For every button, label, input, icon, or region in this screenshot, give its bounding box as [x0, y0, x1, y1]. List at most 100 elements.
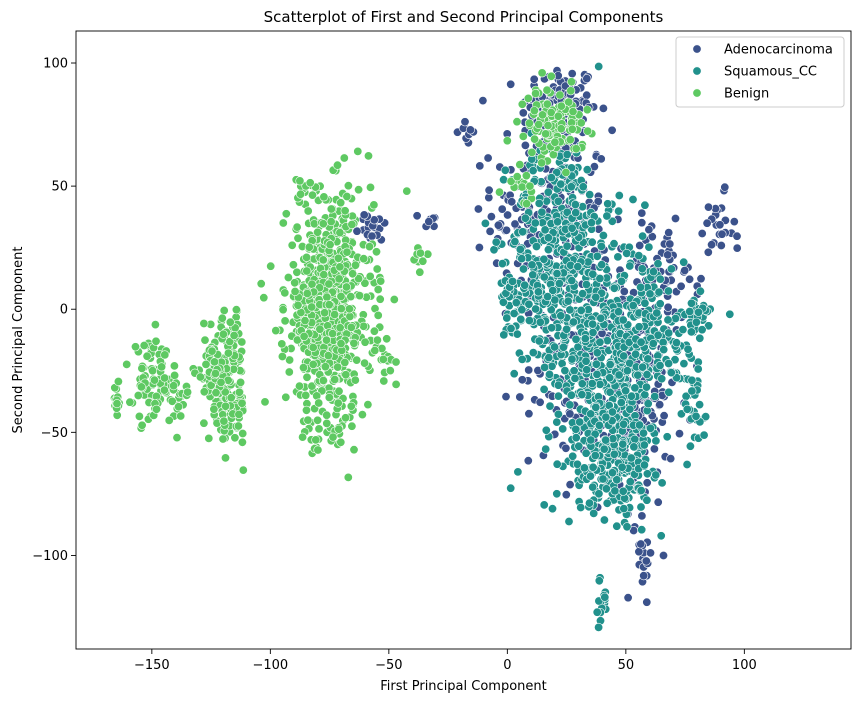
data-point — [553, 217, 563, 227]
data-point — [501, 392, 511, 402]
data-point — [614, 206, 624, 216]
data-point — [489, 245, 499, 255]
data-point — [601, 412, 611, 422]
data-point — [676, 281, 686, 291]
data-point — [619, 419, 629, 429]
data-point — [664, 358, 674, 368]
data-point — [637, 264, 647, 274]
data-point — [313, 227, 323, 237]
data-point — [552, 417, 562, 427]
data-point — [515, 244, 525, 254]
data-point — [697, 325, 707, 335]
data-point — [653, 497, 663, 507]
data-point — [563, 296, 573, 306]
data-point — [552, 269, 562, 279]
data-point — [582, 105, 592, 115]
data-point — [655, 274, 665, 284]
data-point — [506, 323, 516, 333]
data-point — [237, 398, 247, 408]
data-point — [601, 435, 611, 445]
data-point — [234, 387, 244, 397]
data-point — [663, 302, 673, 312]
data-point — [597, 260, 607, 270]
data-point — [547, 323, 557, 333]
data-point — [511, 298, 521, 308]
data-point — [523, 456, 533, 466]
data-point — [682, 404, 692, 414]
data-point — [659, 411, 669, 421]
data-point — [595, 273, 605, 283]
data-point — [229, 330, 239, 340]
data-point — [568, 451, 578, 461]
data-point — [233, 421, 243, 431]
data-point — [365, 271, 375, 281]
data-point — [619, 351, 629, 361]
data-point — [686, 298, 696, 308]
data-point — [391, 357, 401, 367]
data-point — [142, 351, 152, 361]
data-point — [510, 219, 520, 229]
data-point — [695, 333, 705, 343]
data-point — [309, 219, 319, 229]
data-point — [541, 444, 551, 454]
data-point — [218, 434, 228, 444]
data-point — [704, 321, 714, 331]
data-point — [517, 354, 527, 364]
data-point — [423, 249, 433, 259]
data-point — [570, 373, 580, 383]
data-point — [537, 68, 547, 78]
data-point — [619, 504, 629, 514]
data-point — [326, 217, 336, 227]
data-point — [567, 124, 577, 134]
data-point — [480, 218, 490, 228]
data-point — [644, 225, 654, 235]
data-point — [304, 242, 314, 252]
data-point — [685, 274, 695, 284]
y-tick-label: 100 — [43, 57, 68, 72]
data-point — [638, 231, 648, 241]
data-point — [581, 279, 591, 289]
data-point — [527, 147, 537, 157]
data-point — [657, 478, 667, 488]
data-point — [529, 74, 539, 84]
data-point — [339, 153, 349, 163]
data-point — [520, 140, 530, 150]
data-point — [664, 387, 674, 397]
data-point — [139, 340, 149, 350]
data-point — [580, 334, 590, 344]
data-point — [238, 428, 248, 438]
data-point — [584, 498, 594, 508]
data-point — [598, 231, 608, 241]
data-point — [335, 262, 345, 272]
data-point — [642, 597, 652, 607]
data-point — [415, 248, 425, 258]
data-point — [522, 199, 532, 209]
data-point — [372, 335, 382, 345]
data-point — [539, 254, 549, 264]
data-point — [636, 485, 646, 495]
data-point — [277, 351, 287, 361]
data-point — [134, 411, 144, 421]
data-point — [537, 158, 547, 168]
data-point — [641, 556, 651, 566]
data-point — [307, 381, 317, 391]
data-point — [621, 386, 631, 396]
data-point — [342, 247, 352, 257]
data-point — [528, 166, 538, 176]
data-point — [391, 379, 401, 389]
y-ticks: −100 −50 0 50 100 — [32, 57, 76, 564]
data-point — [323, 351, 333, 361]
data-point — [645, 289, 655, 299]
x-ticks: −150 −100 −50 0 50 100 — [134, 649, 757, 673]
data-point — [301, 405, 311, 415]
data-point — [292, 222, 302, 232]
legend-marker — [692, 66, 702, 76]
data-point — [598, 474, 608, 484]
data-point — [231, 305, 241, 315]
data-point — [340, 357, 350, 367]
y-tick-label: −50 — [41, 426, 68, 441]
data-point — [576, 118, 586, 128]
data-point — [369, 200, 379, 210]
data-point — [543, 292, 553, 302]
